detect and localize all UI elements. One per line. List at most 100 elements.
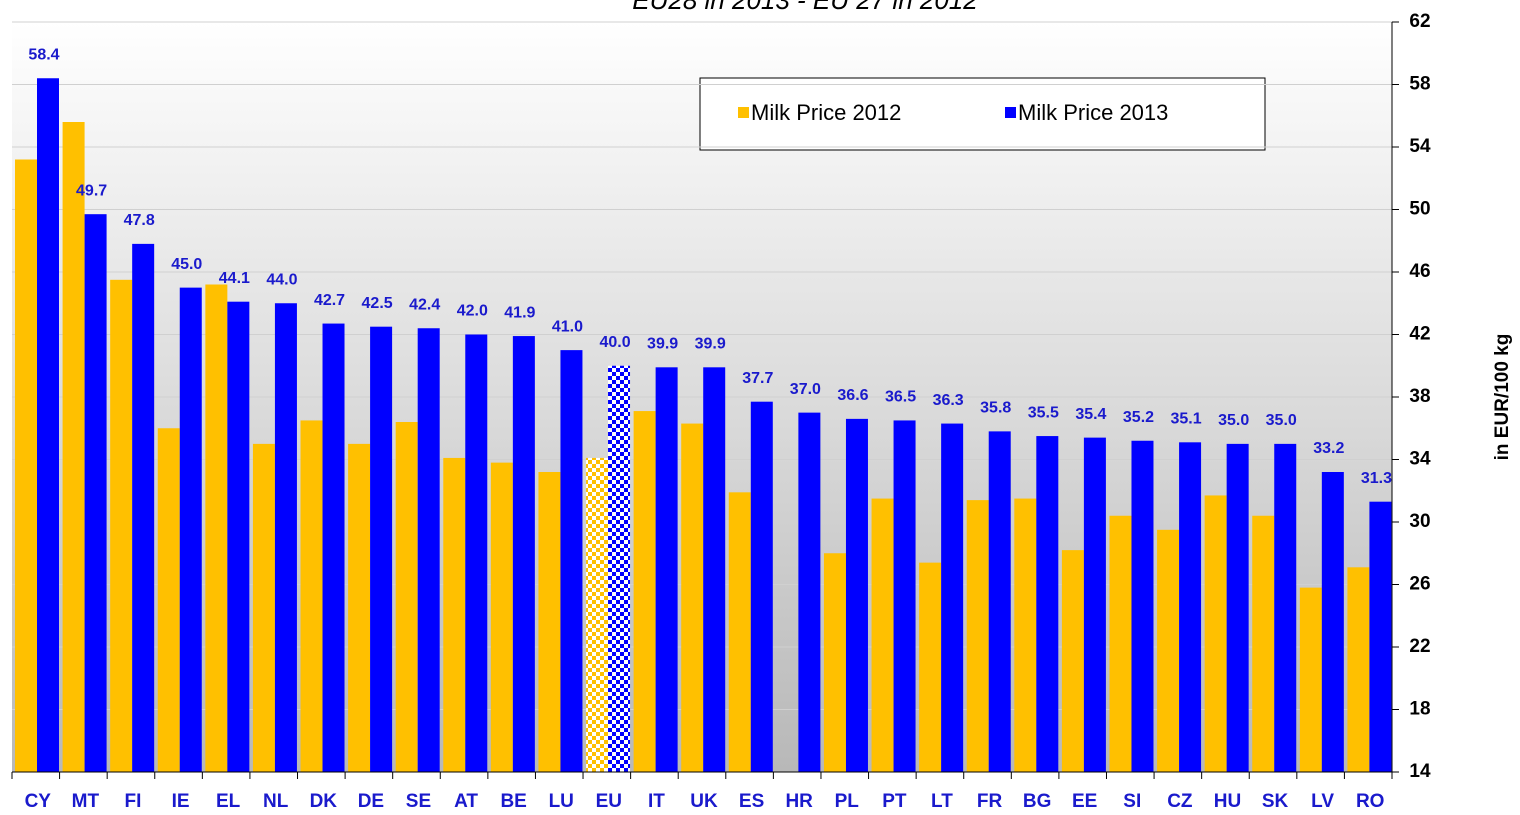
data-label: 42.7	[314, 292, 345, 309]
data-label: 35.2	[1123, 409, 1154, 426]
bar	[1226, 443, 1249, 772]
bar	[1109, 515, 1132, 772]
data-label: 42.5	[362, 295, 393, 312]
x-tick-label: HU	[1214, 791, 1241, 812]
bar	[1204, 495, 1227, 772]
x-tick-label: AT	[454, 791, 478, 812]
data-label: 37.7	[742, 370, 773, 387]
bar	[1083, 437, 1106, 772]
y-tick-label: 34	[1409, 449, 1431, 470]
bar	[157, 428, 180, 772]
bar	[322, 323, 345, 772]
chart-title: EU28 in 2013 - EU 27 in 2012	[632, 0, 978, 15]
bar	[512, 336, 535, 772]
bar	[560, 350, 583, 772]
data-label: 35.5	[1028, 404, 1059, 421]
data-label: 39.9	[647, 336, 678, 353]
bar	[274, 303, 297, 772]
bar	[490, 462, 513, 772]
bar	[893, 420, 916, 772]
data-label: 47.8	[124, 212, 155, 229]
bar	[15, 159, 37, 772]
bar	[205, 284, 228, 772]
bar	[1321, 472, 1344, 772]
bar	[1347, 567, 1370, 772]
bar	[538, 472, 561, 772]
x-tick-label: LV	[1311, 791, 1334, 812]
bar	[370, 326, 393, 772]
data-label: 44.1	[219, 270, 250, 287]
bar	[395, 422, 418, 772]
data-label: 33.2	[1313, 440, 1344, 457]
bar	[728, 492, 751, 772]
bar	[703, 367, 726, 772]
y-tick-label: 26	[1409, 574, 1430, 595]
bar	[37, 78, 59, 772]
bar	[1061, 550, 1084, 772]
x-tick-label: NL	[263, 791, 289, 812]
x-tick-label: LU	[549, 791, 574, 812]
x-tick-label: DK	[310, 791, 338, 812]
bar	[132, 243, 155, 772]
bar	[1369, 501, 1392, 772]
x-tick-label: EU	[596, 791, 622, 812]
bar	[62, 122, 85, 772]
data-label: 35.1	[1170, 411, 1201, 428]
legend-label: Milk Price 2013	[1018, 100, 1168, 125]
x-tick-label: DE	[358, 791, 384, 812]
y-tick-label: 58	[1409, 74, 1430, 95]
y-axis-label: in EUR/100 kg	[1492, 334, 1513, 461]
x-tick-label: RO	[1356, 791, 1385, 812]
bar	[633, 411, 656, 772]
y-tick-label: 14	[1409, 761, 1431, 782]
bar	[798, 412, 821, 772]
legend	[699, 77, 1266, 151]
x-tick-label: HR	[785, 791, 813, 812]
bar	[110, 279, 133, 772]
bar	[1131, 440, 1154, 772]
data-label: 35.4	[1075, 406, 1106, 423]
data-label: 49.7	[76, 182, 107, 199]
data-label: 39.9	[695, 336, 726, 353]
y-tick-label: 42	[1409, 324, 1430, 345]
bar	[300, 420, 323, 772]
x-tick-label: PL	[835, 791, 860, 812]
bar	[84, 214, 107, 772]
bar	[845, 418, 868, 772]
bar	[465, 334, 488, 772]
x-tick-label: EL	[216, 791, 241, 812]
y-tick-label: 38	[1409, 386, 1430, 407]
y-tick-label: 54	[1409, 136, 1431, 157]
bar	[750, 401, 773, 772]
data-label: 37.0	[790, 381, 821, 398]
x-tick-label: CZ	[1167, 791, 1193, 812]
legend-label: Milk Price 2012	[751, 100, 901, 125]
bar	[1036, 436, 1059, 772]
data-label: 35.8	[980, 400, 1011, 417]
x-tick-label: LT	[931, 791, 953, 812]
data-label: 44.0	[266, 271, 297, 288]
data-label: 45.0	[171, 256, 202, 273]
x-tick-label: FR	[977, 791, 1003, 812]
x-tick-label: ES	[739, 791, 764, 812]
bar	[179, 287, 202, 772]
bar	[966, 500, 989, 772]
x-tick-label: SI	[1123, 791, 1141, 812]
bar	[655, 367, 678, 772]
bar	[823, 553, 846, 772]
y-tick-label: 22	[1409, 636, 1430, 657]
bar	[608, 365, 631, 772]
data-label: 35.0	[1266, 412, 1297, 429]
bar	[586, 457, 609, 772]
x-tick-label: BE	[500, 791, 526, 812]
bar	[348, 443, 371, 772]
x-tick-label: SK	[1262, 791, 1289, 812]
data-label: 58.4	[28, 46, 59, 63]
x-tick-label: UK	[690, 791, 718, 812]
bar	[681, 423, 704, 772]
bar	[988, 431, 1011, 772]
bar	[417, 328, 440, 772]
data-label: 36.6	[837, 387, 868, 404]
y-tick-label: 62	[1409, 11, 1430, 32]
legend-swatch	[738, 107, 749, 118]
